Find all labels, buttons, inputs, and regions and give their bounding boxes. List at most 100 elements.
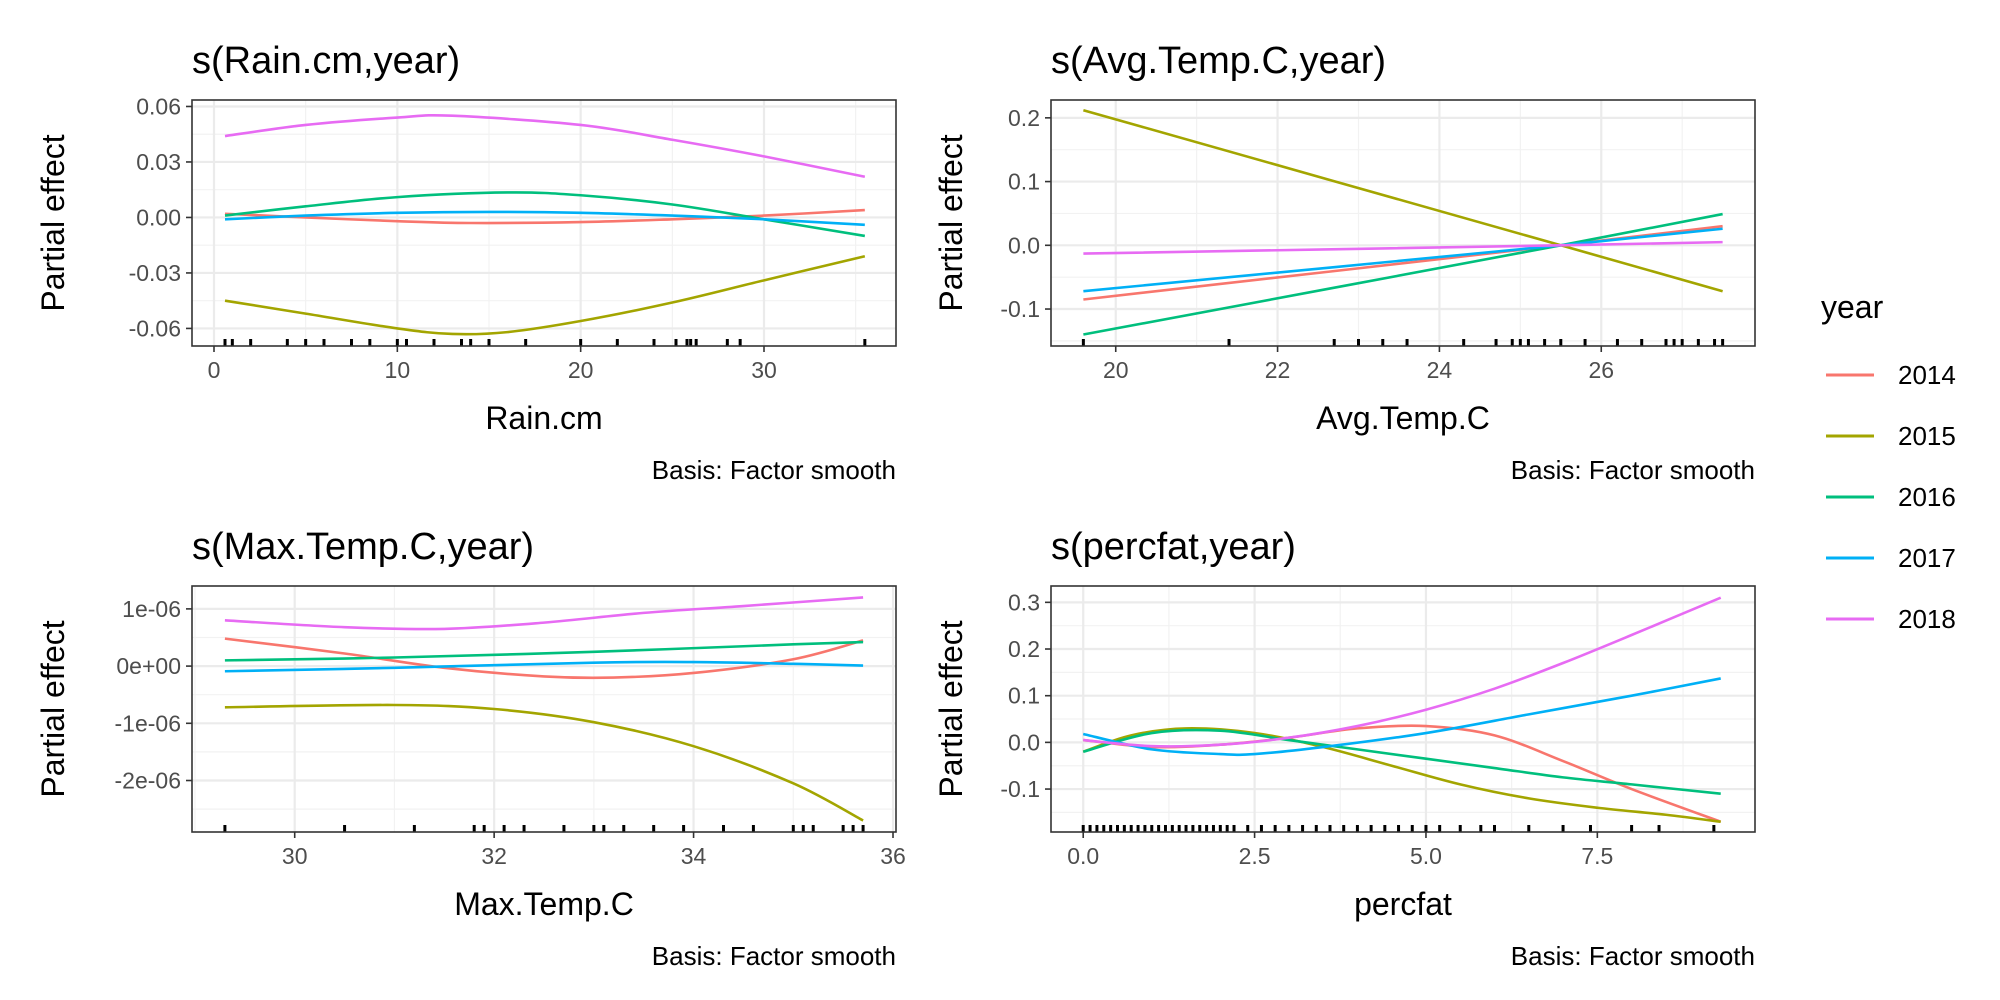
series-line-2016 [1083, 212, 1723, 336]
plot-area [1051, 100, 1755, 346]
series-line-2017 [224, 660, 864, 673]
caption: Basis: Factor smooth [652, 455, 896, 485]
legend-label: 2016 [1898, 482, 1956, 512]
y-axis-title: Partial effect [933, 134, 969, 311]
x-tick-label: 20 [568, 357, 594, 383]
series-group [1082, 596, 1722, 824]
series-line-2015 [1083, 108, 1723, 293]
x-tick-label: 32 [481, 843, 507, 869]
legend-item-2016: 2016 [1826, 482, 1956, 512]
grid [192, 586, 896, 832]
x-tick-label: 7.5 [1581, 843, 1613, 869]
panel-1: s(Rain.cm,year) 0 10 20 30 -0.06 -0.03 0.00 0.03… [35, 40, 897, 485]
y-tick-label: 0.2 [1008, 636, 1040, 662]
panel-2: s(Avg.Temp.C,year) 20 22 24 26 -0.1 0.0 0.1 0.2 A… [933, 40, 1756, 485]
x-tick-label: 0 [208, 357, 221, 383]
series-group [1083, 108, 1723, 336]
series-line-2015 [224, 255, 866, 336]
y-axis-title: Partial effect [35, 134, 71, 311]
x-tick-label: 22 [1265, 357, 1291, 383]
caption: Basis: Factor smooth [1511, 455, 1755, 485]
series-line-2018 [1083, 240, 1723, 255]
series-line-2017 [1082, 677, 1721, 757]
caption: Basis: Factor smooth [1511, 941, 1755, 971]
x-tick-label: 20 [1103, 357, 1129, 383]
y-tick-label: 0.06 [136, 93, 181, 119]
x-axis-title: Avg.Temp.C [1316, 400, 1490, 436]
y-tick-label: -0.03 [129, 260, 181, 286]
y-tick-label: -0.06 [129, 315, 181, 341]
x-tick-label: 5.0 [1410, 843, 1442, 869]
rug [1081, 825, 1716, 832]
y-tick-label: 0.0 [1008, 232, 1040, 258]
series-line-2018 [1083, 596, 1722, 748]
y-tick-label: 0.3 [1008, 589, 1040, 615]
x-tick-label: 10 [385, 357, 411, 383]
y-tick-label: 0.1 [1008, 683, 1040, 709]
rug [223, 339, 867, 346]
legend-title: year [1821, 289, 1884, 325]
panel-border [191, 585, 897, 833]
series-line-2018 [224, 596, 864, 631]
series-line-2017 [1083, 227, 1723, 293]
x-tick-label: 0.0 [1067, 843, 1099, 869]
y-tick-label: 0.00 [136, 204, 181, 230]
legend-label: 2018 [1898, 604, 1956, 634]
y-tick-label: 0.2 [1008, 105, 1040, 131]
legend-label: 2014 [1898, 360, 1956, 390]
panel-4: s(percfat,year) 0.0 2.5 5.0 7.5 -0.1 0.0 0.1 0.2… [933, 526, 1756, 971]
legend-item-2018: 2018 [1826, 604, 1956, 634]
rug [223, 825, 865, 832]
panel-3: s(Max.Temp.C,year) 30 32 34 36 -2e-06 -1e-06 0e… [35, 526, 906, 971]
y-tick-label: 0.1 [1008, 169, 1040, 195]
series-group [224, 113, 866, 336]
legend-item-2014: 2014 [1826, 360, 1956, 390]
x-axis-title: Max.Temp.C [454, 886, 634, 922]
caption: Basis: Factor smooth [652, 941, 896, 971]
series-line-2015 [224, 703, 864, 822]
legend-label: 2017 [1898, 543, 1956, 573]
x-tick-label: 24 [1427, 357, 1453, 383]
x-tick-label: 2.5 [1239, 843, 1271, 869]
legend-item-2017: 2017 [1826, 543, 1956, 573]
y-tick-label: 1e-06 [122, 596, 181, 622]
panel-border [191, 99, 897, 347]
legend-label: 2015 [1898, 421, 1956, 451]
y-tick-label: 0.0 [1008, 729, 1040, 755]
x-axis-title: Rain.cm [485, 400, 602, 436]
series-group [224, 596, 864, 822]
series-line-2018 [224, 113, 866, 179]
x-axis-title: percfat [1354, 886, 1452, 922]
y-tick-label: 0.03 [136, 149, 181, 175]
grid [1051, 100, 1755, 346]
legend-item-2015: 2015 [1826, 421, 1956, 451]
x-tick-label: 34 [681, 843, 707, 869]
x-tick-label: 36 [880, 843, 906, 869]
y-tick-label: -0.1 [1000, 296, 1040, 322]
panels: s(Rain.cm,year)0 10 20 30-0.06-0.030.000.03… [35, 40, 1756, 971]
x-tick-label: 26 [1588, 357, 1614, 383]
series-line-2014 [224, 208, 865, 225]
series-line-2016 [224, 640, 864, 662]
panel-border [1050, 585, 1756, 833]
y-axis-title: Partial effect [933, 620, 969, 797]
panel-title: s(Avg.Temp.C,year) [1051, 40, 1386, 82]
rug [1081, 339, 1725, 346]
x-tick-label: 30 [282, 843, 308, 869]
x-tick-label: 30 [751, 357, 777, 383]
y-tick-label: -2e-06 [115, 768, 181, 794]
series-line-2017 [224, 210, 865, 227]
y-tick-label: -0.1 [1000, 776, 1040, 802]
y-tick-label: 0e+00 [116, 653, 181, 679]
panel-title: s(percfat,year) [1051, 526, 1296, 568]
plot-area [192, 586, 896, 832]
panel-title: s(Max.Temp.C,year) [192, 526, 534, 568]
y-tick-label: -1e-06 [115, 710, 181, 736]
series-line-2015 [1082, 727, 1721, 824]
legend: year 2014 2015 2016 2017 2018 [1821, 289, 1956, 634]
panel-title: s(Rain.cm,year) [192, 40, 460, 82]
legend-items: 2014 2015 2016 2017 2018 [1826, 360, 1956, 634]
y-axis-title: Partial effect [35, 620, 71, 797]
panel-border [1050, 99, 1756, 347]
